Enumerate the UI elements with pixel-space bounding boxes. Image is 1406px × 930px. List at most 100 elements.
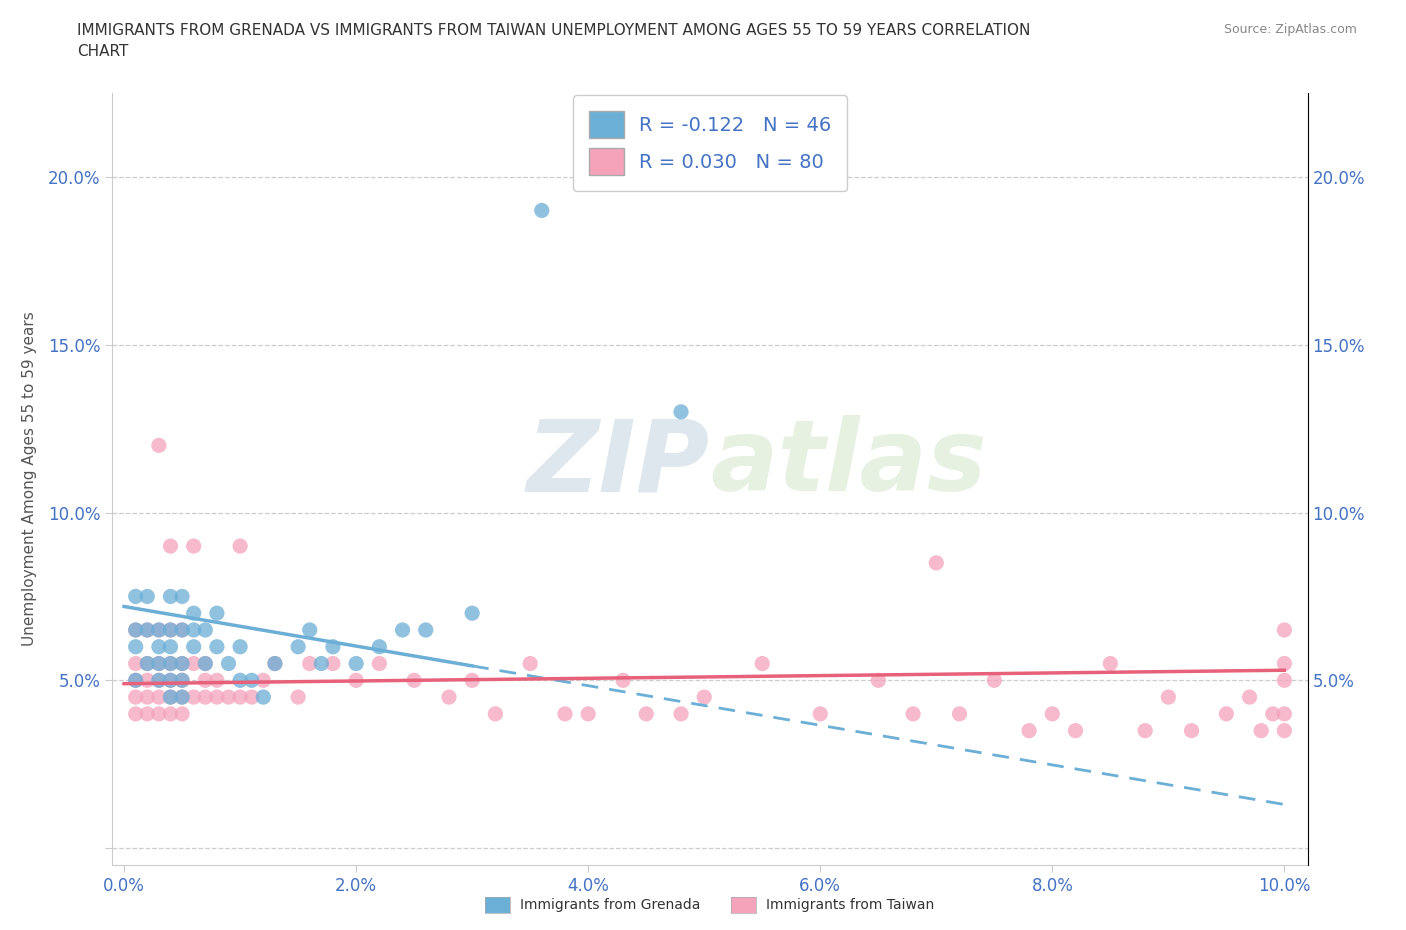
Point (751, 656, 773, 671)
Point (636, 707, 658, 722)
Point (148, 690, 170, 705)
Point (1250, 724, 1272, 738)
Point (136, 707, 159, 722)
Point (148, 673, 170, 688)
Point (136, 673, 159, 688)
Point (172, 690, 194, 705)
Point (148, 639, 170, 654)
Point (287, 639, 309, 654)
Point (404, 673, 426, 688)
Point (344, 656, 367, 671)
Point (461, 605, 484, 620)
Point (194, 622, 217, 637)
Point (183, 690, 205, 705)
Point (252, 690, 274, 705)
Point (172, 707, 194, 722)
Point (484, 707, 506, 722)
Point (148, 656, 170, 671)
Point (172, 622, 194, 637)
Point (669, 707, 692, 722)
Y-axis label: Unemployment Among Ages 55 to 59 years: Unemployment Among Ages 55 to 59 years (22, 312, 37, 646)
Point (1272, 707, 1295, 722)
Point (576, 707, 599, 722)
Point (368, 656, 391, 671)
Point (218, 690, 240, 705)
Point (901, 707, 924, 722)
Point (1261, 707, 1284, 722)
Point (240, 673, 263, 688)
Point (205, 673, 228, 688)
Point (1064, 724, 1087, 738)
Point (194, 673, 217, 688)
Point (344, 673, 367, 688)
Point (148, 656, 170, 671)
Point (612, 673, 634, 688)
Text: Source: ZipAtlas.com: Source: ZipAtlas.com (1223, 23, 1357, 36)
Point (1272, 673, 1295, 688)
Point (125, 690, 148, 705)
Point (322, 639, 344, 654)
Point (172, 656, 194, 671)
Point (1133, 724, 1156, 738)
Point (148, 622, 170, 637)
Point (183, 605, 205, 620)
Point (437, 690, 460, 705)
Point (530, 203, 553, 218)
Point (159, 707, 181, 722)
Point (1180, 724, 1202, 738)
Point (159, 538, 181, 553)
Point (218, 656, 240, 671)
Point (136, 656, 159, 671)
Point (252, 673, 274, 688)
Point (229, 673, 252, 688)
Point (669, 405, 692, 419)
Point (1272, 656, 1295, 671)
Point (1157, 690, 1180, 705)
Point (159, 690, 181, 705)
Point (1272, 724, 1295, 738)
Point (229, 538, 252, 553)
Point (311, 656, 333, 671)
Point (148, 673, 170, 688)
Point (159, 639, 181, 654)
Point (368, 639, 391, 654)
Point (183, 622, 205, 637)
Point (322, 656, 344, 671)
Point (172, 690, 194, 705)
Text: IMMIGRANTS FROM GRENADA VS IMMIGRANTS FROM TAIWAN UNEMPLOYMENT AMONG AGES 55 TO : IMMIGRANTS FROM GRENADA VS IMMIGRANTS FR… (77, 23, 1031, 38)
Point (172, 622, 194, 637)
Point (148, 707, 170, 722)
Point (925, 555, 948, 570)
Point (183, 656, 205, 671)
Point (983, 673, 1005, 688)
Point (125, 622, 148, 637)
Text: ZIP: ZIP (527, 415, 710, 512)
Point (205, 605, 228, 620)
Legend: R = -0.122   N = 46, R = 0.030   N = 80: R = -0.122 N = 46, R = 0.030 N = 80 (574, 95, 846, 191)
Point (172, 673, 194, 688)
Point (159, 589, 181, 604)
Point (264, 656, 287, 671)
Point (125, 656, 148, 671)
Point (264, 656, 287, 671)
Point (136, 622, 159, 637)
Point (125, 673, 148, 688)
Point (125, 673, 148, 688)
Point (1215, 707, 1237, 722)
Point (125, 639, 148, 654)
Point (159, 656, 181, 671)
Text: Immigrants from Taiwan: Immigrants from Taiwan (766, 897, 935, 912)
Point (159, 622, 181, 637)
Point (136, 690, 159, 705)
Point (194, 690, 217, 705)
Point (183, 538, 205, 553)
Point (1272, 622, 1295, 637)
Point (693, 690, 716, 705)
Point (125, 622, 148, 637)
Point (183, 639, 205, 654)
Point (229, 690, 252, 705)
Point (808, 707, 831, 722)
Point (172, 656, 194, 671)
Point (136, 622, 159, 637)
Point (240, 690, 263, 705)
